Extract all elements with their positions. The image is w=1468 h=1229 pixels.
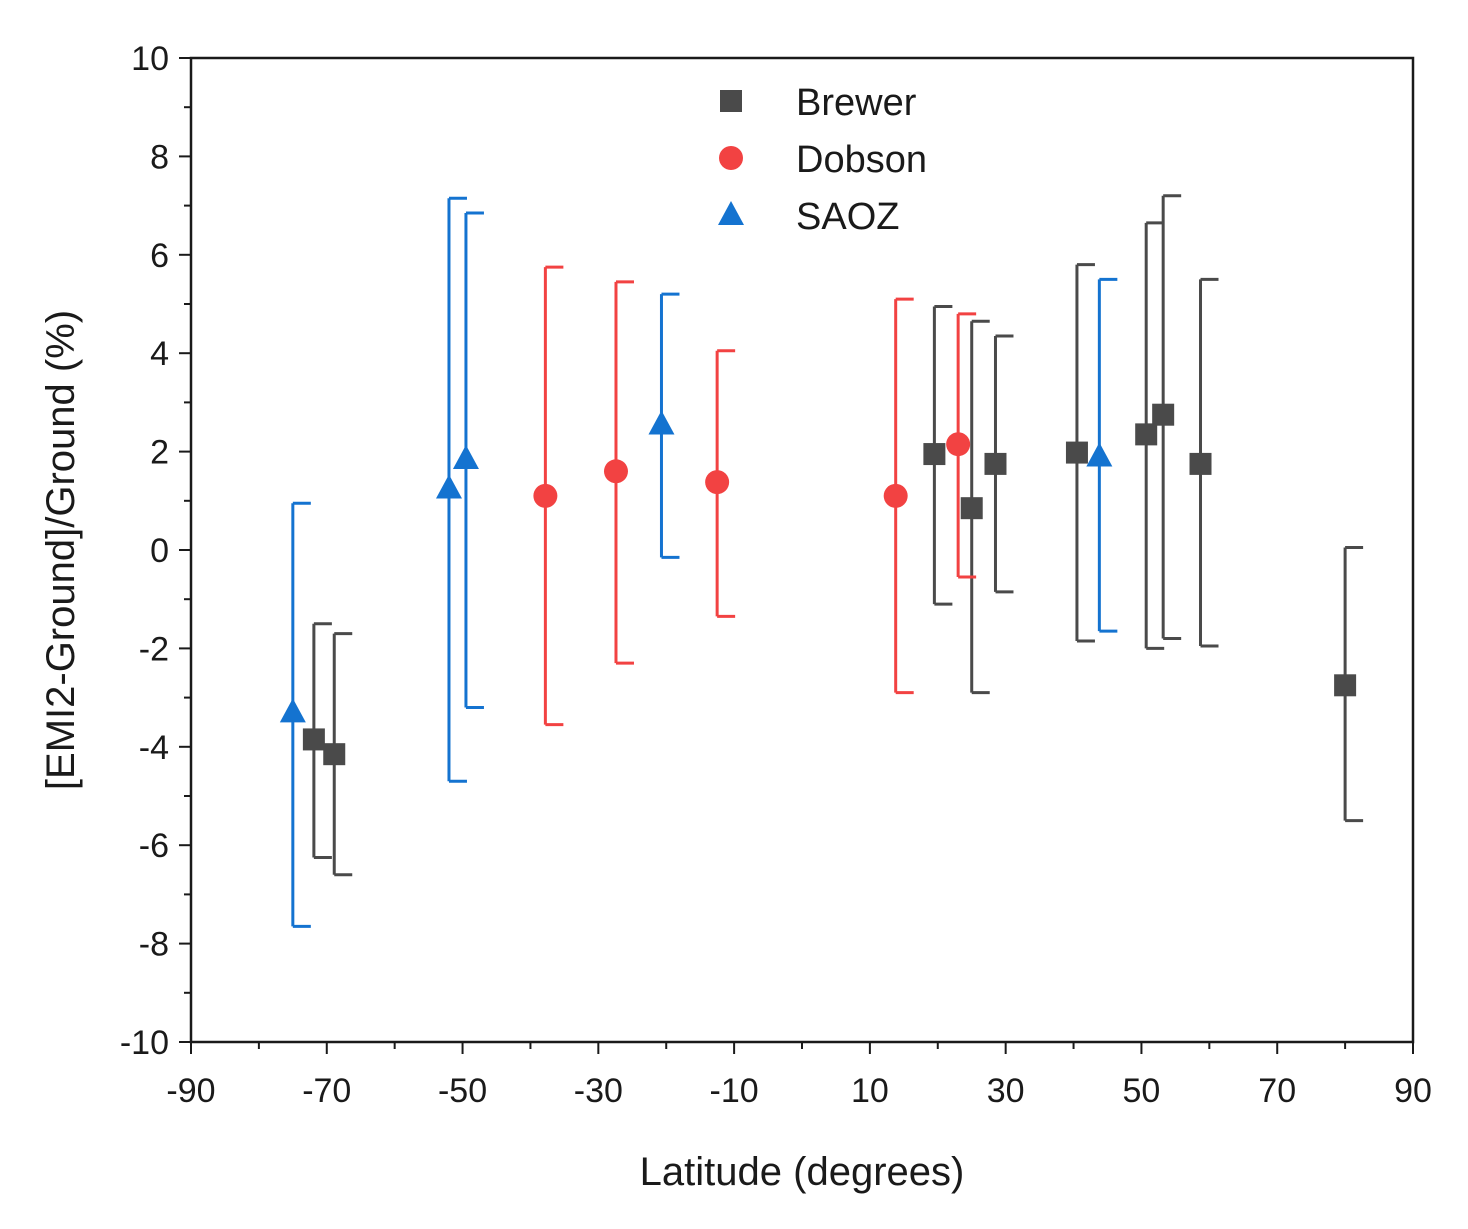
y-tick-label: -8 [139,926,169,964]
x-tick-label: -30 [574,1072,623,1110]
x-tick-label: -50 [438,1072,487,1110]
legend-label: SAOZ [796,196,899,238]
dobson-point [705,470,730,495]
dobson-point [533,483,558,508]
brewer-point [323,743,346,766]
brewer-point [984,452,1007,475]
legend-marker-dobson [719,146,743,170]
brewer-point [1334,674,1357,697]
legend-label: Dobson [796,139,927,181]
brewer-point [302,728,325,751]
dobson-point [883,483,908,508]
legend: Brewer Dobson SAOZ [718,82,927,238]
brewer-point [1065,441,1088,464]
saoz-point [435,474,462,499]
dobson-point [603,459,628,484]
x-tick-label: 30 [987,1072,1025,1110]
y-tick-label: -10 [120,1024,169,1062]
saoz-point [279,698,306,723]
saoz-point [648,410,675,435]
x-tick-label: -70 [302,1072,351,1110]
x-tick-label: 10 [851,1072,889,1110]
brewer-point [923,443,946,466]
x-axis-title: Latitude (degrees) [640,1150,965,1194]
y-tick-label: 8 [150,138,169,176]
series-brewer [302,194,1364,877]
y-tick-label: -6 [139,827,169,865]
brewer-point [1135,423,1158,446]
saoz-point [1086,442,1113,467]
legend-marker-brewer [720,90,742,112]
saoz-point [452,444,479,469]
brewer-point [1152,403,1175,426]
axes: -90 -70 -50 -30 -10 10 30 50 70 90 -10 -8 -6 -4 -2 0 2 4 6… [120,40,1432,1110]
y-tick-label: 0 [150,532,169,570]
x-tick-label: 90 [1394,1072,1432,1110]
legend-marker-saoz [718,201,744,225]
y-tick-label: -2 [139,630,169,668]
series-dobson [533,265,977,727]
legend-item-dobson: Dobson [719,139,927,181]
brewer-point [1189,452,1212,475]
x-tick-label: -90 [166,1072,215,1110]
y-tick-label: 2 [150,434,169,472]
x-tick-label: 50 [1123,1072,1161,1110]
y-tick-label: 6 [150,237,169,275]
x-tick-label: 70 [1258,1072,1296,1110]
y-tick-label: -4 [139,729,169,767]
y-tick-label: 4 [150,335,169,373]
x-tick-label: -10 [710,1072,759,1110]
legend-item-brewer: Brewer [720,82,917,124]
series-saoz [279,196,1118,928]
plot-area [279,194,1364,928]
legend-label: Brewer [796,82,917,124]
y-axis-title: [EMI2-Ground]/Ground (%) [39,310,83,790]
y-tick-label: 10 [131,40,169,78]
dobson-point [946,432,971,457]
brewer-point [960,497,983,520]
legend-item-saoz: SAOZ [718,196,899,238]
